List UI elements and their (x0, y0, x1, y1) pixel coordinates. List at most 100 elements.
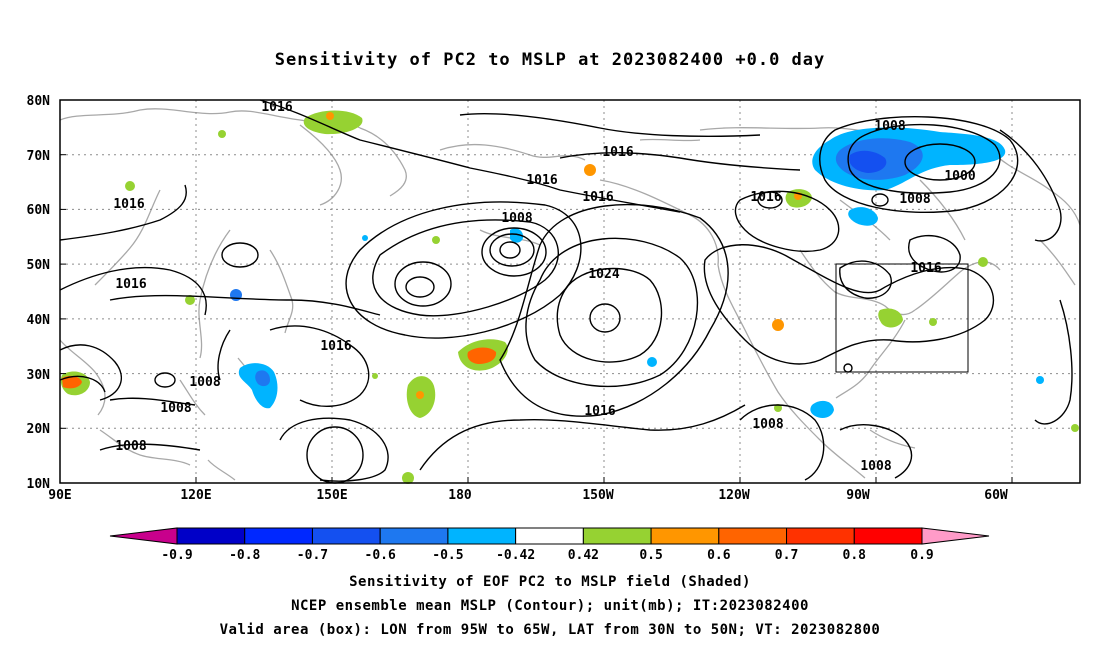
positive-sensitivity-core (62, 375, 82, 389)
contour-label: 1008 (899, 192, 930, 207)
positive-sensitivity-core (416, 391, 424, 399)
colorbar-segment (244, 527, 313, 545)
colorbar-label: 0.9 (910, 548, 933, 563)
contour-label: 1000 (944, 169, 975, 184)
colorbar-label: 0.7 (775, 548, 798, 563)
lat-label: 50N (27, 258, 51, 273)
negative-sensitivity-small-2 (810, 400, 834, 418)
positive-sensitivity-area (978, 257, 988, 267)
positive-sensitivity-area (402, 472, 414, 484)
positive-sensitivity-area (774, 404, 782, 412)
colorbar-low-extend (109, 527, 178, 545)
colorbar-label: 0.5 (639, 548, 662, 563)
valid-area-box (835, 263, 969, 373)
colorbar-segment (582, 527, 652, 545)
colorbar-segment (515, 527, 584, 545)
contour-label: 1016 (320, 339, 351, 354)
colorbar-labels: -0.9 -0.8 -0.7 -0.6 -0.5 -0.42 0.42 0.5 0.6 0.7 0.… (161, 548, 933, 563)
gridlines (60, 100, 1080, 483)
colorbar-high-extend (921, 527, 990, 545)
footer-line-2: NCEP ensemble mean MSLP (Contour); unit(… (291, 598, 809, 614)
colorbar-segment (379, 527, 449, 545)
colorbar-segment (447, 527, 517, 545)
contour-label: 1008 (860, 459, 891, 474)
lat-label: 30N (27, 368, 51, 383)
positive-sensitivity-area (929, 318, 937, 326)
contour-label: 1016 (750, 190, 781, 205)
sensitivity-shading (60, 110, 1079, 484)
positive-sensitivity-area (584, 164, 596, 176)
positive-sensitivity-area (432, 236, 440, 244)
lon-label: 120W (718, 488, 749, 503)
lat-label: 40N (27, 313, 51, 328)
lat-label: 80N (27, 94, 51, 109)
colorbar-label: 0.6 (707, 548, 731, 563)
positive-sensitivity-core (326, 112, 334, 120)
negative-sensitivity-core-strong (849, 150, 887, 173)
footer-line-3: Valid area (box): LON from 95W to 65W, L… (219, 622, 881, 638)
contour-labels: 1016 1016 1016 1016 1016 1016 1016 1016 … (113, 100, 975, 474)
lon-label: 120E (180, 488, 211, 503)
lon-label: 90E (48, 488, 71, 503)
contour-label: 1016 (584, 404, 615, 419)
lon-label: 90W (846, 488, 870, 503)
axis-ticks (59, 99, 1013, 484)
negative-sensitivity-dot (647, 357, 657, 367)
contour-label: 1016 (582, 190, 613, 205)
footer-line-1: Sensitivity of EOF PC2 to MSLP field (Sh… (349, 574, 751, 590)
negative-sensitivity-west-pacific (238, 363, 278, 409)
colorbar-label: -0.6 (365, 548, 396, 563)
colorbar-segment (176, 527, 246, 545)
negative-sensitivity-dot (230, 289, 242, 301)
positive-sensitivity-area (185, 295, 195, 305)
contour-label: 1008 (752, 417, 783, 432)
contour-label: 1016 (261, 100, 292, 115)
positive-sensitivity-area (303, 110, 363, 135)
positive-sensitivity-core (467, 347, 497, 364)
colorbar-label: -0.7 (297, 548, 328, 563)
contour-label: 1016 (526, 173, 557, 188)
contour-label: 1008 (874, 119, 905, 134)
map-frame (59, 99, 1081, 484)
contour-label: 1016 (602, 145, 633, 160)
colorbar-segment (311, 527, 381, 545)
lat-label: 20N (27, 422, 51, 437)
negative-sensitivity-small (848, 207, 878, 226)
negative-sensitivity-dot (1036, 376, 1044, 384)
lon-label: 60W (984, 488, 1008, 503)
lon-label: 180 (448, 488, 472, 503)
colorbar-label: -0.8 (229, 548, 260, 563)
lon-label: 150W (582, 488, 613, 503)
map-title: Sensitivity of PC2 to MSLP at 2023082400… (274, 50, 826, 70)
negative-sensitivity-small-3 (510, 228, 524, 243)
positive-sensitivity-area (218, 130, 226, 138)
longitude-labels: 90E 120E 150E 180 150W 120W 90W 60W (48, 488, 1008, 503)
colorbar-label: 0.8 (843, 548, 867, 563)
positive-sensitivity-area (1071, 424, 1079, 432)
colorbar-label: -0.5 (432, 548, 463, 563)
contour-label: 1016 (910, 261, 941, 276)
contour-label: 1016 (115, 277, 146, 292)
negative-sensitivity-west-pacific-core (255, 370, 270, 387)
lon-label: 150E (316, 488, 347, 503)
colorbar-label: -0.42 (496, 548, 535, 563)
lat-label: 10N (27, 477, 51, 492)
colorbar-label: -0.9 (161, 548, 192, 563)
contour-label: 1008 (501, 211, 532, 226)
positive-sensitivity-core (772, 319, 784, 331)
colorbar-segment (853, 527, 923, 545)
colorbar (109, 527, 990, 545)
lat-label: 60N (27, 203, 51, 218)
positive-sensitivity-area (372, 373, 378, 379)
contour-label: 1016 (113, 197, 144, 212)
contour-label: 1008 (115, 439, 146, 454)
latitude-labels: 80N 70N 60N 50N 40N 30N 20N 10N (27, 94, 51, 492)
colorbar-segment (718, 527, 788, 545)
positive-sensitivity-area (125, 181, 135, 191)
colorbar-label: 0.42 (568, 548, 599, 563)
colorbar-segment (786, 527, 855, 545)
negative-sensitivity-dot (362, 235, 368, 241)
lat-label: 70N (27, 149, 51, 164)
contour-label: 1008 (160, 401, 191, 416)
